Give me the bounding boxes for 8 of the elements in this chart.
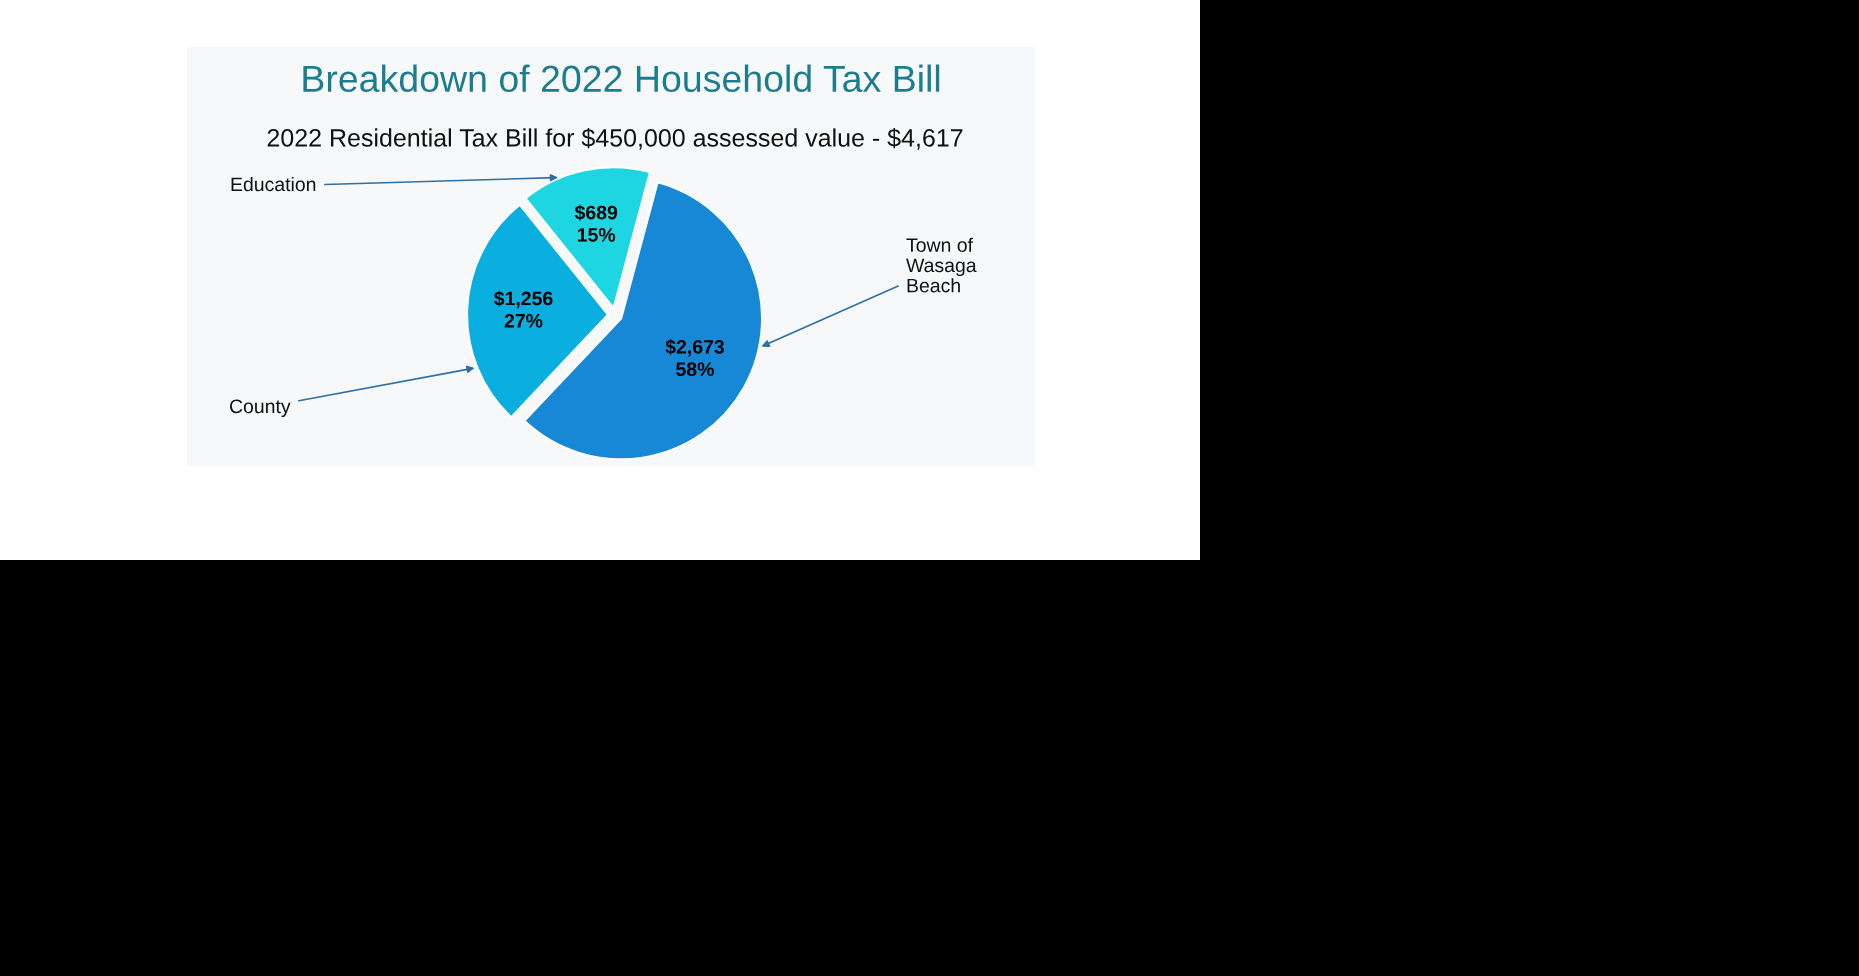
chart-title: Breakdown of 2022 Household Tax Bill [303, 64, 940, 93]
slice-label: County [229, 399, 291, 418]
data-label: $2,673 58% [665, 339, 724, 377]
data-label: $1,256 27% [494, 290, 553, 328]
chart-subtitle: 2022 Residential Tax Bill for $450,000 assessed value - $4,617 [267, 127, 963, 150]
data-label: $689 15% [574, 204, 618, 242]
slice-label: Town of Wasaga Beach [906, 237, 977, 293]
slice-label: Education [231, 176, 316, 192]
